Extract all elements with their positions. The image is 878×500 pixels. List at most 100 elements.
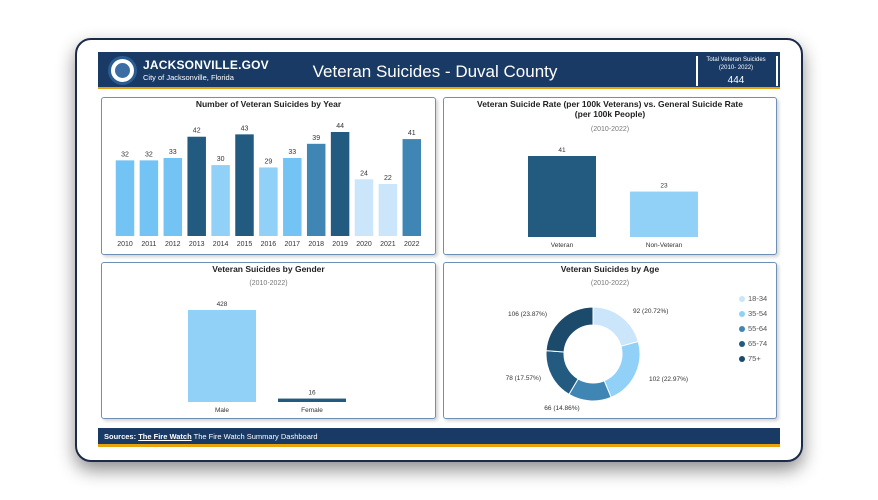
bar-veteran — [528, 156, 596, 237]
legend-label: 35-54 — [748, 309, 768, 318]
data-label-2021: 22 — [384, 175, 392, 182]
tick-label-2015: 2015 — [237, 241, 253, 248]
tick-label-2018: 2018 — [308, 241, 324, 248]
legend-swatch — [739, 311, 745, 317]
bar-2017 — [283, 158, 302, 236]
tick-label-veteran: Veteran — [551, 242, 574, 249]
gender-chart-panel — [101, 262, 436, 419]
tick-label-2011: 2011 — [141, 241, 156, 248]
age-donut-chart: 92 (20.72%) 102 (22.97%) 66 (14.86%) 78 (17… — [506, 306, 688, 412]
slice-label-18-34: 92 (20.72%) — [633, 308, 668, 315]
rate-chart-panel — [443, 97, 777, 255]
data-label-2015: 43 — [241, 125, 249, 132]
kpi-card — [696, 56, 778, 86]
slice-label-35-54: 102 (22.97%) — [649, 376, 688, 383]
tick-label-2019: 2019 — [332, 241, 348, 248]
brand-subtitle: City of Jacksonville, Florida — [143, 73, 234, 82]
bar-2013 — [187, 136, 206, 236]
tick-label-2014: 2014 — [213, 241, 229, 248]
header-bar — [98, 52, 780, 89]
data-label-2011: 32 — [145, 151, 153, 158]
kpi-label-line1: Total Veteran Suicides — [706, 57, 766, 63]
tick-label-2021: 2021 — [380, 241, 396, 248]
legend-label: 18-34 — [748, 294, 768, 303]
fire-watch-link[interactable]: The Fire Watch — [138, 432, 192, 441]
bar-2021 — [378, 184, 398, 236]
legend-swatch — [739, 356, 745, 362]
kpi-value: 444 — [727, 75, 745, 86]
brand-name: JACKSONVILLE.GOV — [143, 58, 269, 72]
tick-label-2016: 2016 — [261, 241, 277, 248]
footer-bar — [98, 428, 780, 447]
gender-bar-chart: 428 Male 16 Female — [188, 301, 346, 414]
bar-female — [278, 398, 346, 402]
legend-item-35-54: 35-54 — [739, 309, 767, 324]
bar-2015 — [235, 134, 254, 236]
data-label-2020: 24 — [360, 170, 368, 177]
tick-label-male: Male — [215, 407, 229, 414]
data-label-2016: 29 — [265, 158, 273, 165]
data-label-2019: 44 — [336, 123, 344, 130]
kpi-label: Total Veteran Suicides (2010- 2022) — [698, 56, 774, 72]
bar-2016 — [259, 167, 278, 236]
bar-2019 — [330, 132, 350, 236]
kpi-label-line2: (2010- 2022) — [718, 65, 754, 71]
slice-label-75+: 106 (23.87%) — [508, 311, 547, 318]
rate-chart-subtitle: (2010-2022) — [590, 126, 630, 133]
bar-non-veteran — [630, 191, 698, 237]
data-label-2012: 33 — [169, 149, 177, 156]
legend-item-65-74: 65-74 — [739, 339, 767, 354]
bar-2022 — [402, 139, 422, 236]
slice-label-65-74: 78 (17.57%) — [506, 375, 541, 382]
age-chart-subtitle: (2010-2022) — [590, 280, 630, 287]
city-seal-logo — [108, 56, 137, 85]
data-label-female: 16 — [308, 390, 316, 397]
data-label-2010: 32 — [121, 151, 129, 158]
tick-label-non-veteran: Non-Veteran — [646, 242, 683, 249]
age-legend: 18-34 35-54 55-64 65-74 75+ — [739, 294, 767, 369]
legend-swatch — [739, 341, 745, 347]
legend-label: 55-64 — [748, 324, 768, 333]
legend-swatch — [739, 296, 745, 302]
rate-bar-chart: 41 Veteran 23 Non-Veteran — [528, 147, 698, 249]
gender-chart-title: Veteran Suicides by Gender — [212, 264, 325, 274]
bar-2010 — [115, 160, 135, 236]
slice-35-54 — [603, 340, 641, 399]
tick-label-2012: 2012 — [165, 241, 181, 248]
data-label-2018: 39 — [312, 135, 320, 142]
data-label-2013: 42 — [193, 128, 201, 135]
data-label-non-veteran: 23 — [660, 183, 668, 190]
slice-18-34 — [592, 306, 639, 347]
page-title: Veteran Suicides - Duval County — [312, 62, 558, 81]
footer-sources: Sources: The Fire Watch The Fire Watch S… — [104, 432, 318, 441]
bar-2011 — [139, 160, 159, 236]
legend-label: 65-74 — [748, 339, 768, 348]
tick-label-2017: 2017 — [285, 241, 301, 248]
bar-2012 — [163, 158, 183, 236]
bar-male — [188, 310, 256, 402]
data-label-2022: 41 — [408, 130, 416, 137]
gender-chart-subtitle: (2010-2022) — [249, 280, 288, 287]
tick-label-2010: 2010 — [117, 241, 133, 248]
slice-label-55-64: 66 (14.86%) — [544, 405, 579, 412]
tick-label-2022: 2022 — [404, 241, 420, 248]
sources-label: Sources: — [104, 432, 137, 441]
legend-label: 75+ — [748, 354, 761, 363]
slice-75+ — [545, 306, 594, 353]
bar-2018 — [306, 143, 326, 236]
slice-65-74 — [545, 350, 579, 396]
data-label-male: 428 — [217, 301, 228, 308]
bar-2014 — [211, 165, 230, 236]
data-label-2017: 33 — [288, 149, 296, 156]
tick-label-female: Female — [301, 407, 323, 414]
tick-label-2020: 2020 — [356, 241, 372, 248]
legend-item-55-64: 55-64 — [739, 324, 767, 339]
year-bar-chart: 32 2010 32 2011 33 2012 42 2013 30 2014 43 2015 29 20… — [115, 123, 422, 248]
age-chart-title: Veteran Suicides by Age — [560, 264, 660, 274]
data-label-veteran: 41 — [558, 147, 566, 154]
bar-2020 — [354, 179, 374, 236]
legend-item-18-34: 18-34 — [739, 294, 767, 309]
legend-item-75+: 75+ — [739, 354, 767, 369]
rate-chart-title: Veteran Suicide Rate (per 100k Veterans)… — [477, 99, 743, 119]
year-chart-title: Number of Veteran Suicides by Year — [195, 99, 342, 109]
